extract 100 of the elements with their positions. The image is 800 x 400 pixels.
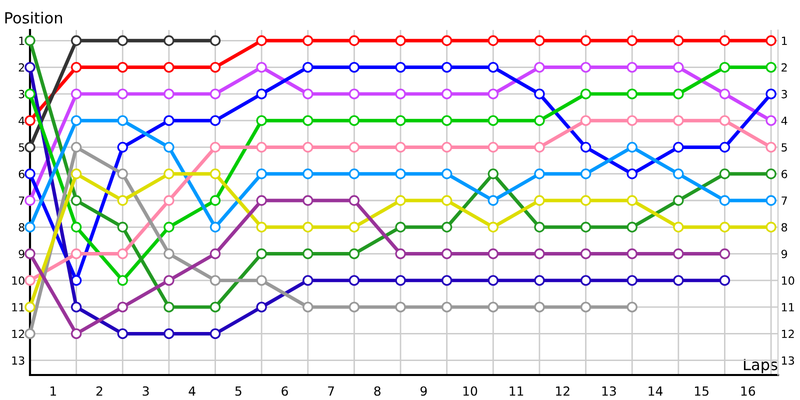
point (534, 168, 545, 180)
point (70, 248, 82, 260)
point (626, 248, 638, 260)
point (626, 275, 638, 286)
x-tick-label: 14 (648, 386, 663, 396)
point (395, 248, 406, 260)
point (766, 195, 776, 206)
point (766, 35, 776, 46)
point (488, 222, 499, 232)
point (348, 142, 360, 153)
point (210, 195, 221, 206)
x-tick-label: 11 (510, 386, 524, 396)
y2-tick-label: 9 (781, 250, 788, 258)
point (210, 115, 221, 126)
point (626, 222, 638, 232)
point (24, 195, 36, 206)
point (348, 62, 360, 73)
y2-tick-label: 11 (782, 303, 794, 312)
point (534, 248, 545, 260)
point (210, 35, 221, 46)
point (441, 168, 452, 180)
point (395, 35, 406, 46)
point (626, 142, 638, 153)
point (70, 222, 82, 232)
point (395, 222, 406, 232)
point (164, 302, 174, 312)
point (164, 142, 174, 153)
point (302, 275, 314, 286)
point (441, 222, 452, 232)
point (488, 88, 499, 100)
x-tick-label: 2 (96, 386, 102, 396)
point (488, 195, 499, 206)
point (441, 248, 452, 260)
x-tick-label: 1 (50, 386, 56, 396)
point (626, 195, 638, 206)
point (395, 142, 406, 153)
point (24, 142, 36, 153)
point (719, 222, 730, 232)
point (395, 195, 406, 206)
y-tick-label: 12 (12, 330, 24, 338)
point (70, 142, 82, 153)
x-tick-label: 10 (463, 386, 478, 396)
point (70, 115, 82, 126)
point (302, 168, 314, 180)
point (580, 62, 592, 73)
point (673, 62, 684, 73)
x-tick-label: 16 (741, 386, 756, 396)
point (488, 168, 499, 180)
point (673, 248, 684, 260)
point (24, 88, 36, 100)
point (348, 168, 360, 180)
point (488, 302, 499, 312)
y2-tick-label: 3 (782, 90, 787, 98)
point (719, 248, 730, 260)
y2-tick-label: 7 (782, 196, 787, 205)
y2-tick-label: 5 (782, 143, 787, 152)
point (488, 142, 499, 153)
point (348, 302, 360, 312)
point (210, 62, 221, 73)
point (302, 62, 314, 73)
point (210, 168, 221, 180)
point (395, 62, 406, 73)
point (24, 168, 36, 180)
point (302, 195, 314, 206)
point (534, 62, 545, 73)
point (24, 62, 36, 73)
point (164, 62, 174, 73)
point (441, 88, 452, 100)
point (210, 248, 221, 260)
point (719, 168, 730, 180)
point (70, 88, 82, 100)
point (164, 168, 174, 180)
point (164, 328, 174, 340)
point (766, 142, 776, 153)
point (117, 328, 128, 340)
point (117, 195, 128, 206)
point (210, 275, 221, 286)
point (256, 62, 267, 73)
point (395, 275, 406, 286)
point (24, 302, 36, 312)
y2-tick-label: 13 (782, 356, 794, 365)
point (719, 88, 730, 100)
point (534, 302, 545, 312)
point (534, 195, 545, 206)
point (164, 35, 174, 46)
point (441, 275, 452, 286)
point (626, 168, 638, 180)
y-tick-label: 7 (18, 196, 24, 205)
point (117, 168, 128, 180)
x-tick-label: 5 (235, 386, 242, 396)
point (395, 168, 406, 180)
point (395, 88, 406, 100)
point (302, 302, 314, 312)
x-tick-label: 12 (556, 386, 570, 396)
point (24, 115, 36, 126)
point (580, 35, 592, 46)
point (719, 275, 730, 286)
y-tick-label: 8 (18, 223, 24, 232)
point (70, 168, 82, 180)
point (24, 35, 36, 46)
